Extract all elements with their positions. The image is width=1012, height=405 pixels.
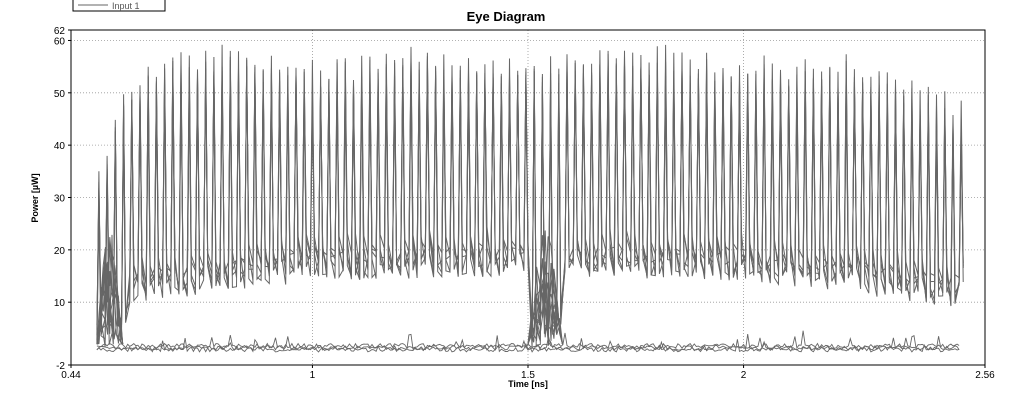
x-tick-label: 0.44: [61, 370, 81, 381]
chart-title: Eye Diagram: [467, 9, 546, 24]
x-tick-label: 1: [310, 370, 316, 381]
x-axis-label: Time [ns]: [508, 379, 548, 389]
transition-trace: [96, 259, 124, 345]
signal-traces: [96, 44, 964, 353]
legend: Input 1: [72, 0, 166, 12]
baseline-trace: [96, 335, 960, 353]
legend-box: [72, 0, 166, 12]
y-tick-label: -2: [56, 361, 65, 372]
legend-entry: Input 1: [112, 1, 140, 11]
x-tick-label: 1.5: [521, 370, 535, 381]
y-tick-label: 10: [54, 298, 66, 309]
y-tick-label: 60: [54, 36, 66, 47]
baseline-trace: [96, 333, 960, 351]
y-tick-label: 40: [54, 141, 66, 152]
y-tick-label: 30: [54, 194, 66, 205]
transition-trace: [96, 244, 124, 345]
x-tick-label: 2: [741, 370, 747, 381]
transition-trace: [527, 261, 563, 345]
x-tick-label: 2.56: [975, 370, 995, 381]
eye-trace: [96, 61, 964, 344]
transition-trace: [527, 236, 563, 345]
y-tick-label: 20: [54, 246, 66, 257]
transition-trace: [96, 249, 124, 345]
plot-frame: [70, 29, 986, 366]
y-axis-label: Power [µW]: [30, 173, 40, 222]
y-tick-label: 50: [54, 89, 66, 100]
transition-trace: [527, 266, 563, 345]
y-tick-label: 62: [54, 26, 66, 37]
transition-trace: [527, 235, 563, 345]
